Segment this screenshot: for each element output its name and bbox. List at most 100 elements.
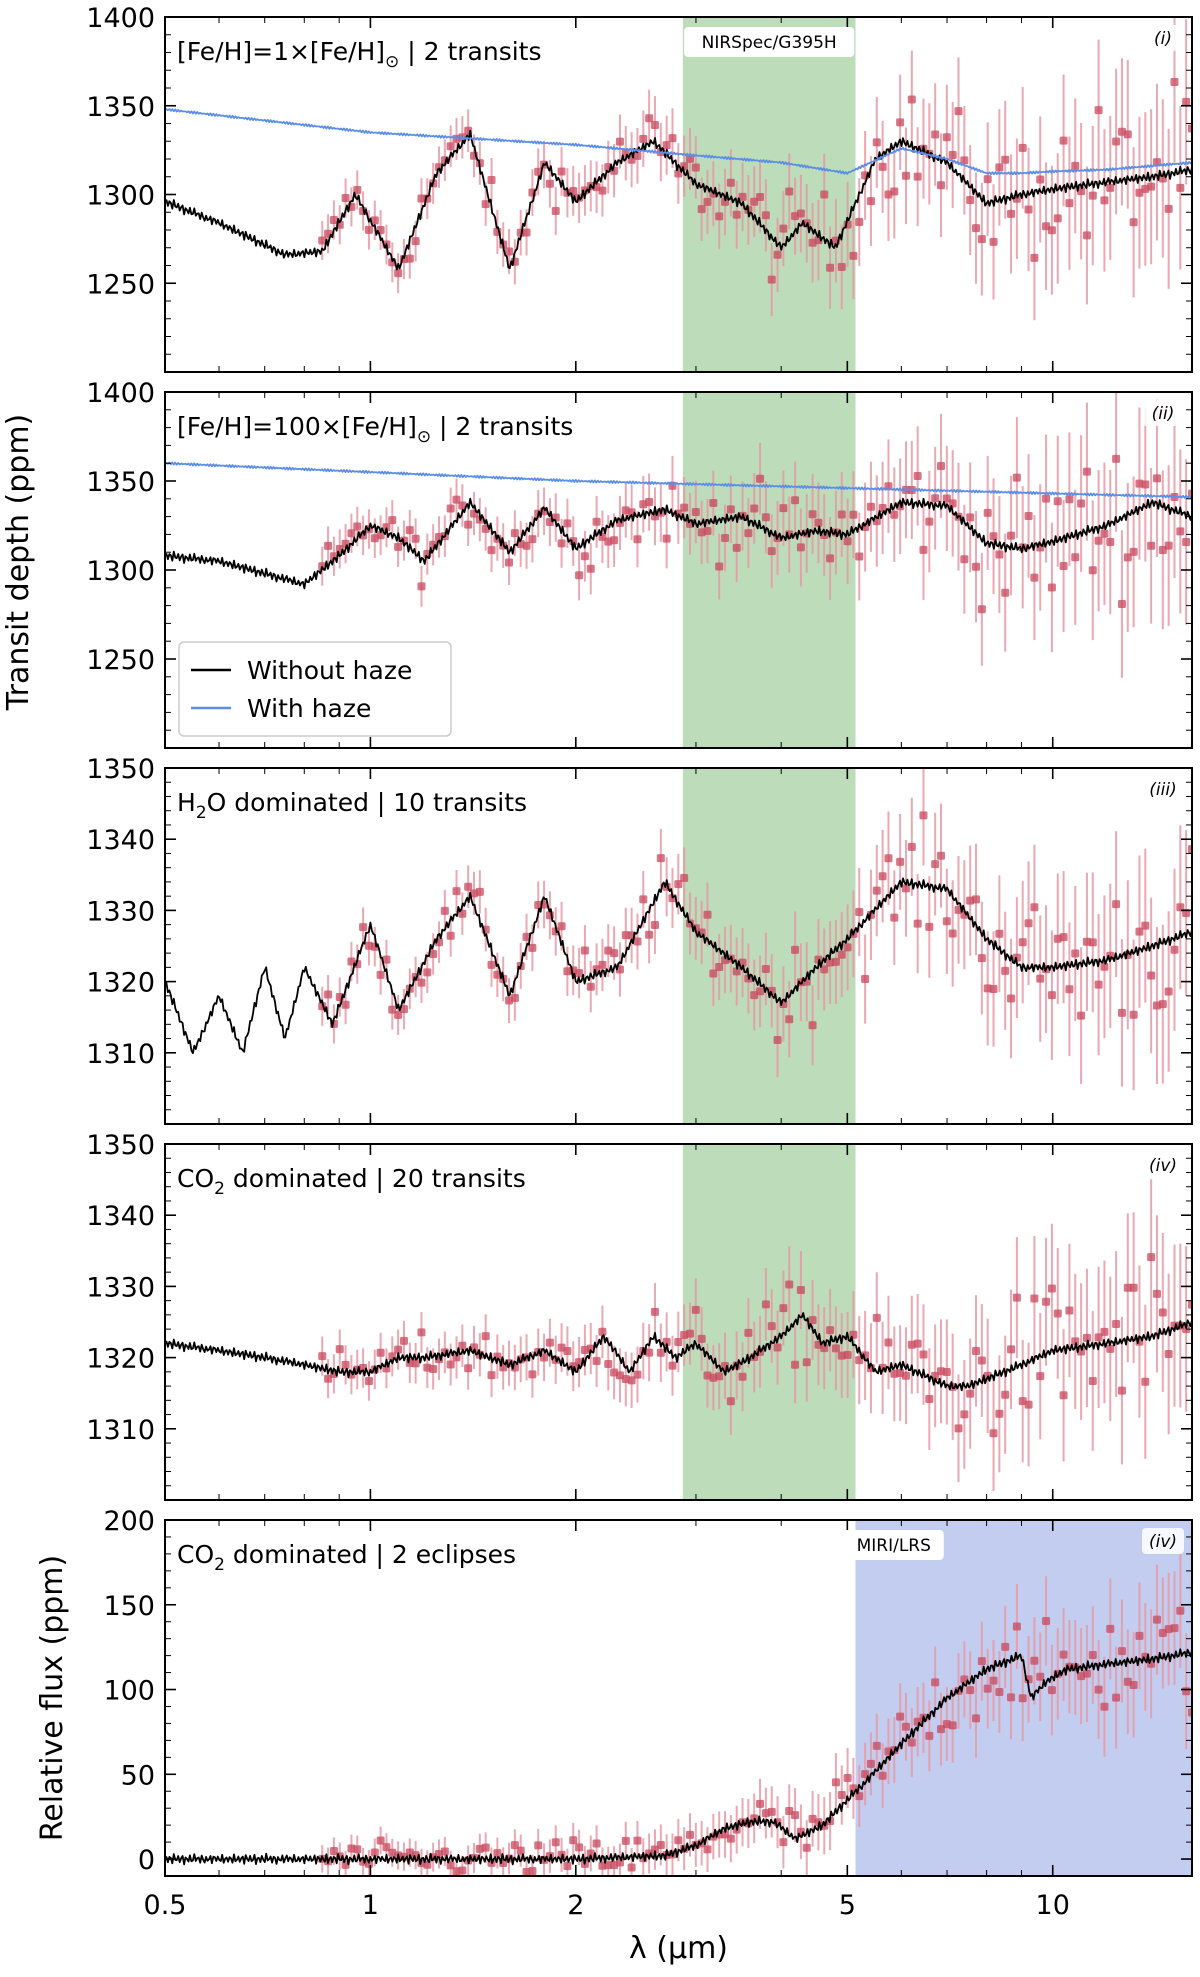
data-point: [715, 562, 724, 571]
panel-title-subscript: ⊙: [385, 52, 399, 72]
data-point: [983, 175, 992, 184]
data-point: [551, 1838, 560, 1847]
data-point: [1082, 231, 1091, 240]
data-point: [960, 1410, 969, 1419]
data-point: [837, 510, 846, 519]
data-point: [966, 196, 975, 205]
data-point: [1088, 191, 1097, 200]
panel-plot-area: [165, 392, 1192, 748]
data-point: [685, 1830, 694, 1839]
data-point: [586, 1849, 595, 1858]
y-tick-label: 1320: [86, 968, 155, 999]
data-point: [972, 562, 981, 571]
data-point: [493, 1849, 502, 1858]
data-point: [1001, 1642, 1010, 1651]
panel-tag: (i): [1154, 29, 1172, 49]
y-tick-label: 1350: [86, 92, 155, 123]
data-point: [1100, 196, 1109, 205]
data-point: [896, 857, 905, 866]
data-point: [890, 913, 899, 922]
data-point: [1007, 1345, 1016, 1354]
data-point: [925, 1731, 934, 1740]
data-point: [481, 1843, 490, 1852]
data-point: [656, 1348, 665, 1357]
data-point: [1007, 531, 1016, 540]
data-point: [610, 949, 619, 958]
data-point: [972, 895, 981, 904]
y-tick-label: 1330: [86, 896, 155, 927]
data-point: [650, 120, 659, 129]
data-point: [1007, 994, 1016, 1003]
data-point: [995, 929, 1004, 938]
data-point: [650, 921, 659, 930]
data-point: [913, 919, 922, 928]
panel-title-rest: | 2 transits: [399, 37, 541, 66]
y-tick-label: 1300: [86, 556, 155, 587]
y-tick-label: 1350: [86, 1130, 155, 1161]
data-point: [691, 163, 700, 172]
data-point: [1059, 1391, 1068, 1400]
data-point: [376, 1836, 385, 1845]
data-point: [1100, 1702, 1109, 1711]
data-point: [1065, 199, 1074, 208]
data-point: [1135, 927, 1144, 936]
with-haze-model-line: [165, 108, 1192, 176]
y-tick-label: 1300: [86, 181, 155, 212]
data-point: [972, 1347, 981, 1356]
data-point: [1053, 214, 1062, 223]
data-point: [995, 163, 1004, 172]
data-point: [1129, 547, 1138, 556]
data-point: [627, 1863, 636, 1872]
data-point: [417, 582, 426, 591]
data-point: [907, 95, 916, 104]
data-point: [966, 513, 975, 522]
data-point: [1117, 600, 1126, 609]
data-point: [989, 984, 998, 993]
instrument-label: NIRSpec/G395H: [702, 33, 837, 53]
data-point: [732, 543, 741, 552]
panel-tag-box: [1142, 25, 1184, 51]
data-point: [1147, 541, 1156, 550]
data-point: [826, 1326, 835, 1335]
data-point: [1018, 938, 1027, 947]
data-point: [674, 1337, 683, 1346]
panel-tag: (iv): [1149, 1532, 1177, 1552]
data-point: [394, 542, 403, 551]
data-point: [324, 990, 333, 999]
panel-tag-box: [1142, 400, 1184, 426]
data-point: [732, 210, 741, 219]
panel-title-main: CO: [177, 1540, 214, 1569]
data-point: [872, 1313, 881, 1322]
data-point: [808, 1316, 817, 1325]
without-haze-model-line: [165, 129, 1192, 271]
data-point: [779, 1838, 788, 1847]
y-tick-label: 1350: [86, 754, 155, 785]
x-tick-label: 2: [567, 1890, 584, 1921]
data-point: [1030, 573, 1039, 582]
data-point: [913, 172, 922, 181]
data-point: [791, 945, 800, 954]
data-point: [510, 1841, 519, 1850]
data-point: [1129, 1283, 1138, 1292]
data-point: [989, 237, 998, 246]
data-point: [1129, 218, 1138, 227]
data-point: [417, 978, 426, 987]
data-point: [1053, 1309, 1062, 1318]
data-point: [674, 880, 683, 889]
y-tick-label: 1400: [86, 378, 155, 409]
data-point: [960, 555, 969, 564]
data-point: [931, 1678, 940, 1687]
data-point: [1088, 938, 1097, 947]
y-tick-label: 150: [103, 1591, 155, 1622]
data-point: [1077, 187, 1086, 196]
y-tick-label: 50: [121, 1760, 155, 1791]
data-point: [417, 1328, 426, 1337]
data-point: [668, 134, 677, 143]
data-point: [703, 910, 712, 919]
data-point: [1147, 182, 1156, 191]
data-point: [972, 224, 981, 233]
data-point: [779, 224, 788, 233]
data-point: [487, 175, 496, 184]
data-point: [697, 1334, 706, 1343]
y-tick-label: 200: [103, 1506, 155, 1537]
